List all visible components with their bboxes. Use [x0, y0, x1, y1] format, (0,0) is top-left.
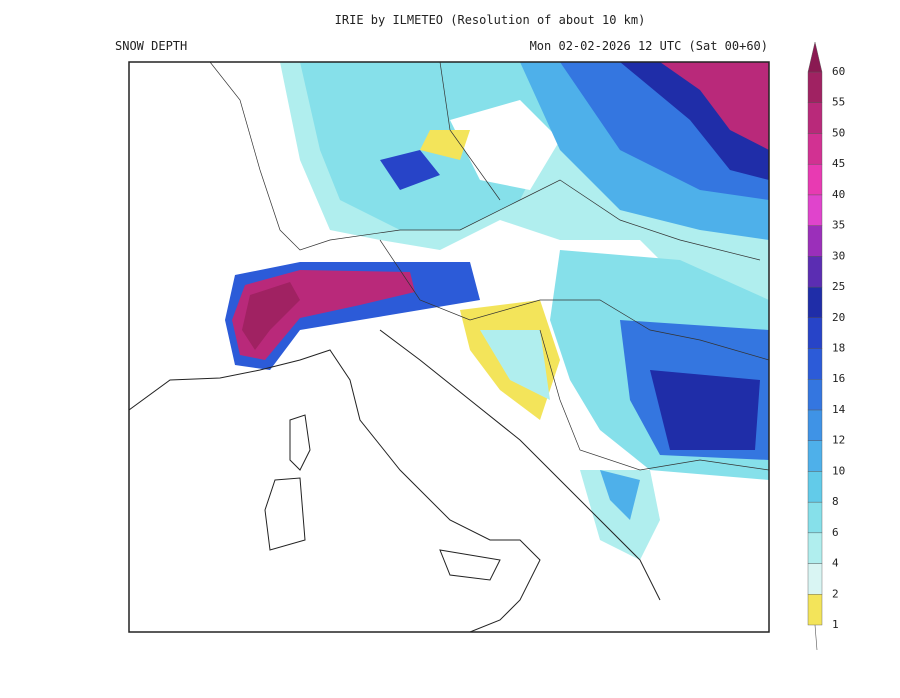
colorbar-label: 55	[832, 96, 845, 109]
valid-time: Mon 02-02-2026 12 UTC (Sat 00+60)	[530, 39, 768, 53]
field-label: SNOW DEPTH	[115, 39, 187, 53]
colorbar-segment	[807, 440, 823, 472]
colorbar-label: 40	[832, 188, 845, 201]
colorbar-segment	[807, 471, 823, 503]
colorbar-segment	[807, 348, 823, 380]
colorbar-segment	[807, 286, 823, 318]
colorbar-segment	[807, 225, 823, 257]
title: IRIE by ILMETEO (Resolution of about 10 …	[335, 13, 646, 27]
colorbar-label: 10	[832, 464, 845, 477]
colorbar-label: 2	[832, 587, 839, 600]
colorbar-label: 60	[832, 65, 845, 78]
map	[128, 61, 770, 633]
colorbar-segment	[807, 532, 823, 564]
colorbar-label: 45	[832, 157, 845, 170]
colorbar-label: 35	[832, 219, 845, 232]
colorbar-label: 18	[832, 342, 845, 355]
colorbar-label: 6	[832, 526, 839, 539]
colorbar-label: 4	[832, 557, 839, 570]
colorbar-label: 30	[832, 249, 845, 262]
colorbar-segment	[807, 379, 823, 411]
colorbar-segment	[807, 256, 823, 288]
colorbar-segment	[807, 409, 823, 441]
colorbar-segment	[807, 163, 823, 196]
colorbar-label: 16	[832, 372, 845, 385]
colorbar-label: 20	[832, 311, 845, 324]
colorbar-label: 50	[832, 126, 845, 139]
colorbar-label: 25	[832, 280, 845, 293]
colorbar-segment	[807, 194, 823, 226]
colorbar-label: 14	[832, 403, 846, 416]
colorbar-segment	[807, 594, 823, 626]
colorbar-label: 8	[832, 495, 839, 508]
colorbar-segment	[807, 317, 823, 349]
colorbar-segment	[807, 133, 823, 165]
colorbar-segment	[807, 71, 823, 103]
colorbar-label: 1	[832, 618, 839, 631]
colorbar-segment	[807, 501, 823, 534]
colorbar-label: 12	[832, 434, 845, 447]
colorbar-extension	[807, 41, 823, 73]
colorbar-tail	[814, 624, 818, 651]
colorbar-segment	[807, 563, 823, 595]
colorbar-segment	[807, 102, 823, 134]
